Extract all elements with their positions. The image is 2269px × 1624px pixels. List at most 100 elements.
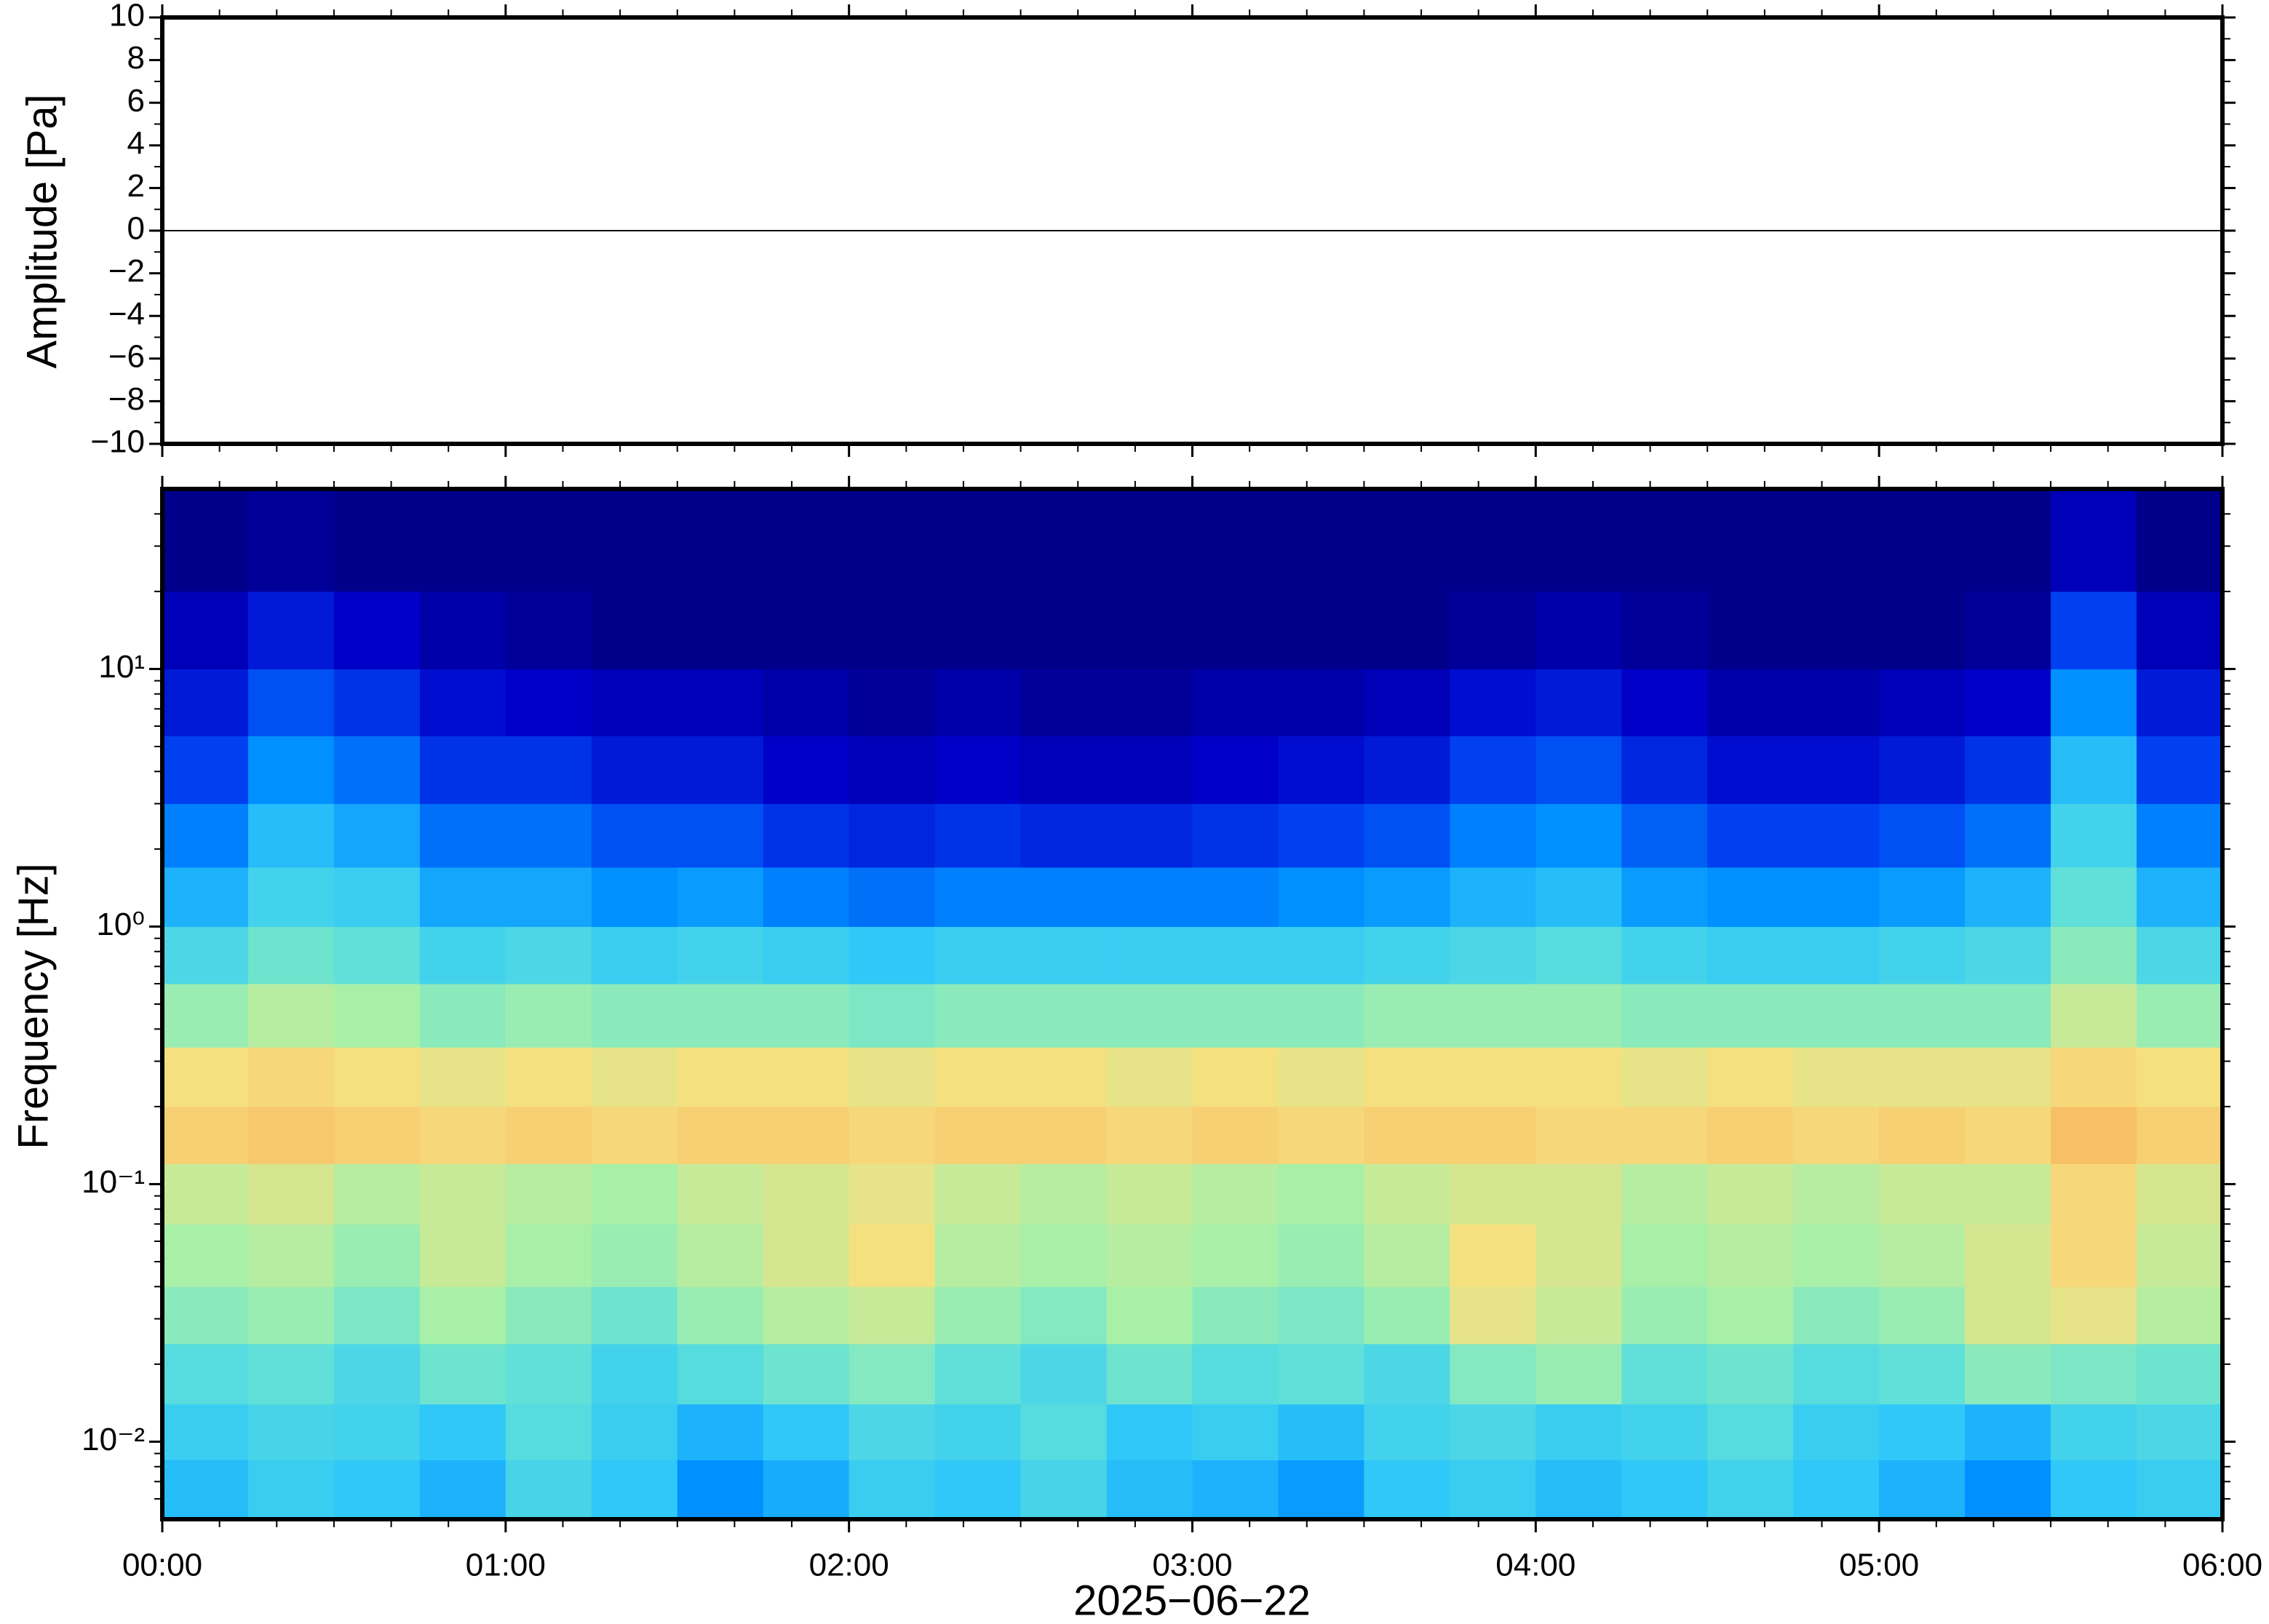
spectrogram-cell — [677, 1404, 764, 1460]
spectrogram-cell — [1621, 1404, 1708, 1460]
spectrogram-cell — [1450, 1343, 1536, 1405]
spectrogram-cell — [1364, 983, 1450, 1048]
spectrogram-cell — [419, 1106, 506, 1164]
spectrogram-cell — [849, 591, 936, 669]
spectrogram-cell — [419, 867, 506, 927]
y-tick-label: 10⁰ — [96, 907, 145, 942]
spectrogram-cell — [763, 803, 850, 868]
spectrogram-cell — [763, 926, 850, 984]
spectrogram-cell — [247, 1460, 335, 1520]
x-tick-label: 00:00 — [122, 1548, 202, 1583]
spectrogram-cell — [1793, 1286, 1880, 1345]
spectrogram-cell — [162, 926, 249, 984]
spectrogram-cell — [1020, 1047, 1108, 1107]
spectrogram-cell — [591, 1224, 678, 1287]
spectrogram-cell — [1621, 591, 1708, 669]
spectrogram-cell — [1364, 803, 1450, 868]
y-tick-label: 10 — [109, 0, 145, 33]
spectrogram-cell — [1793, 591, 1880, 669]
plot-area — [162, 489, 2223, 1520]
spectrogram-cell — [1192, 1460, 1279, 1520]
spectrogram-cell — [1278, 1163, 1364, 1225]
spectrogram-cell — [505, 1163, 592, 1225]
spectrogram-cell — [162, 983, 249, 1048]
spectrogram-cell — [591, 983, 678, 1048]
spectrogram-cell — [1450, 1106, 1536, 1164]
spectrogram-cell — [247, 867, 335, 927]
spectrogram-cell — [1106, 736, 1193, 805]
x-tick-label: 05:00 — [1839, 1548, 1919, 1583]
spectrogram-cell — [1364, 867, 1450, 927]
spectrogram-cell — [419, 1286, 506, 1345]
spectrogram-cell — [333, 591, 421, 669]
spectrogram-cell — [1106, 926, 1193, 984]
spectrogram-cell — [247, 803, 335, 868]
spectrogram-cell — [1879, 1343, 1966, 1405]
spectrogram-cell — [1106, 591, 1193, 669]
spectrogram-cell — [1450, 926, 1536, 984]
spectrogram-cell — [849, 489, 936, 592]
spectrogram-cell — [1707, 591, 1794, 669]
spectrogram-cell — [1192, 1224, 1279, 1287]
spectrogram-cell — [333, 867, 421, 927]
spectrogram-cell — [849, 1047, 936, 1107]
spectrogram-cell — [2051, 1047, 2137, 1107]
spectrogram-cell — [1450, 1163, 1536, 1225]
spectrogram-cell — [1535, 1163, 1622, 1225]
spectrogram-cell — [505, 1224, 592, 1287]
spectrogram-cell — [1106, 1224, 1193, 1287]
y-tick-label: 4 — [127, 125, 145, 161]
spectrogram-cell — [1106, 489, 1193, 592]
spectrogram-cell — [1793, 489, 1880, 592]
spectrogram-cell — [1450, 591, 1536, 669]
spectrogram-cell — [1965, 1404, 2051, 1460]
spectrogram-cell — [1707, 669, 1794, 736]
y-tick-label: 10⁻² — [82, 1422, 145, 1457]
spectrogram-cell — [2051, 1163, 2137, 1225]
spectrogram-cell — [763, 1047, 850, 1107]
spectrogram-cell — [2137, 1404, 2223, 1460]
spectrogram-cell — [1965, 926, 2051, 984]
spectrogram-cell — [1278, 591, 1364, 669]
spectrogram-cell — [849, 1106, 936, 1164]
spectrogram-cell — [763, 983, 850, 1048]
spectrogram-cell — [1192, 1286, 1279, 1345]
spectrogram-cell — [419, 669, 506, 736]
spectrogram-cell — [1621, 926, 1708, 984]
spectrogram-cell — [1965, 1163, 2051, 1225]
spectrogram-cell — [505, 669, 592, 736]
spectrogram-cell — [1535, 1047, 1622, 1107]
spectrogram-cell — [1192, 1343, 1279, 1405]
spectrogram-cell — [1450, 1404, 1536, 1460]
spectrogram-cell — [1707, 926, 1794, 984]
spectrogram-cell — [1535, 1106, 1622, 1164]
spectrogram-cell — [333, 736, 421, 805]
spectrogram-cell — [1450, 983, 1536, 1048]
spectrogram-cell — [2051, 926, 2137, 984]
spectrogram-cell — [1192, 1047, 1279, 1107]
spectrogram-cell — [1020, 591, 1108, 669]
spectrogram-cell — [1364, 1106, 1450, 1164]
spectrogram-cell — [1793, 1404, 1880, 1460]
spectrogram-cell — [1278, 1106, 1364, 1164]
spectrogram-cell — [1106, 1163, 1193, 1225]
spectrogram-cell — [2137, 1047, 2223, 1107]
spectrogram-cell — [677, 803, 764, 868]
spectrogram-cell — [677, 489, 764, 592]
spectrogram-cell — [1621, 1224, 1708, 1287]
y-tick-label: 2 — [127, 168, 145, 204]
spectrogram-cell — [934, 803, 1022, 868]
spectrogram-cell — [1793, 1106, 1880, 1164]
spectrogram-cell — [1450, 1460, 1536, 1520]
spectrogram-cell — [763, 1286, 850, 1345]
spectrogram-cell — [1965, 1286, 2051, 1345]
spectrogram-cell — [2051, 591, 2137, 669]
spectrogram-cell — [1793, 1163, 1880, 1225]
spectrogram-cell — [1793, 1460, 1880, 1520]
spectrogram-cell — [419, 1343, 506, 1405]
y-tick-label: 10¹ — [98, 649, 145, 685]
y-tick-label: 8 — [127, 40, 145, 76]
spectrogram-cell — [505, 1404, 592, 1460]
spectrogram-cell — [1793, 1343, 1880, 1405]
spectrogram-cell — [1535, 1404, 1622, 1460]
